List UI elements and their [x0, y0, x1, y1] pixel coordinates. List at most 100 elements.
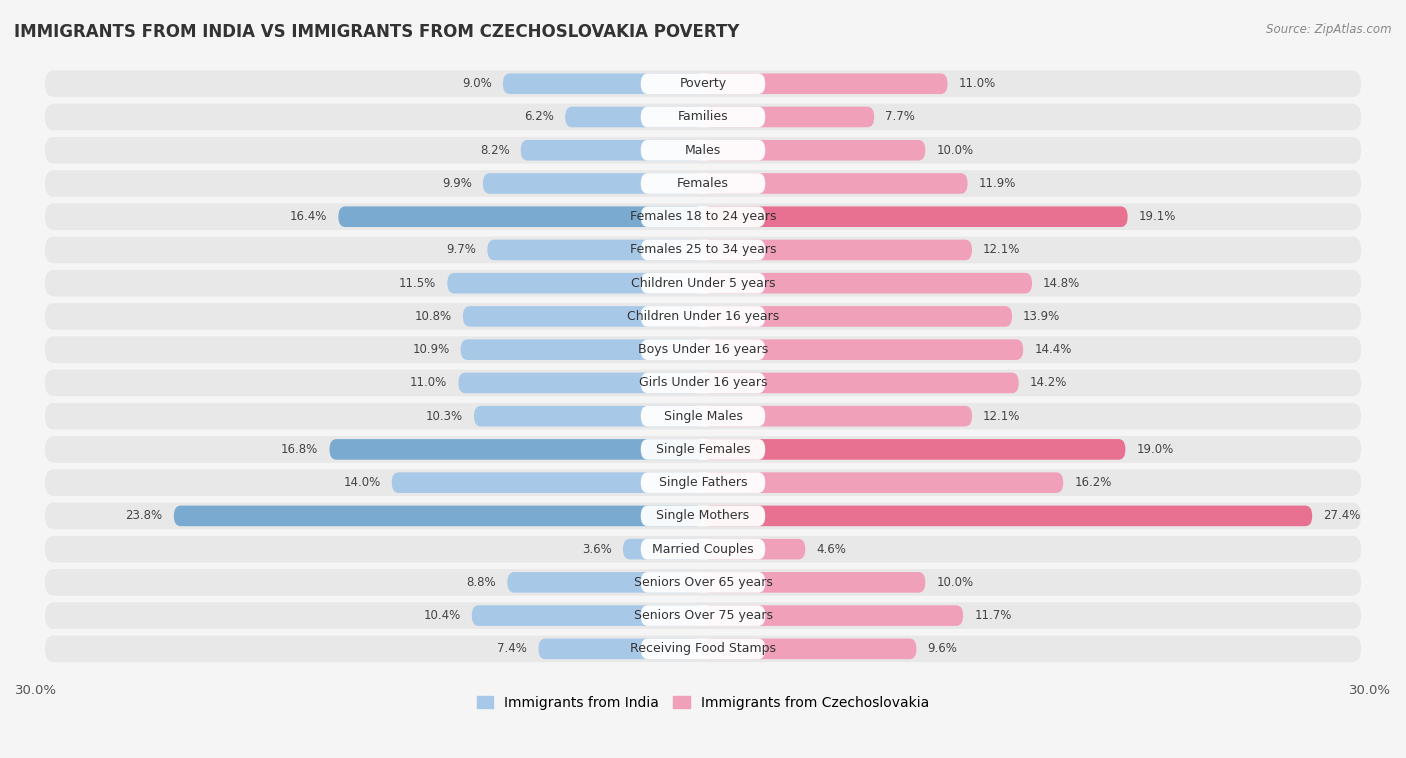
Text: 11.0%: 11.0%: [411, 377, 447, 390]
Text: 9.6%: 9.6%: [928, 642, 957, 656]
FancyBboxPatch shape: [641, 74, 765, 94]
Text: Females 25 to 34 years: Females 25 to 34 years: [630, 243, 776, 256]
FancyBboxPatch shape: [538, 638, 703, 659]
Text: Females: Females: [678, 177, 728, 190]
FancyBboxPatch shape: [45, 603, 1361, 629]
FancyBboxPatch shape: [703, 74, 948, 94]
FancyBboxPatch shape: [520, 140, 703, 161]
Text: 9.7%: 9.7%: [446, 243, 477, 256]
Text: Girls Under 16 years: Girls Under 16 years: [638, 377, 768, 390]
Text: 11.5%: 11.5%: [399, 277, 436, 290]
FancyBboxPatch shape: [641, 206, 765, 227]
FancyBboxPatch shape: [474, 406, 703, 427]
Text: Males: Males: [685, 144, 721, 157]
Text: 13.9%: 13.9%: [1024, 310, 1060, 323]
FancyBboxPatch shape: [45, 436, 1361, 462]
Text: Seniors Over 65 years: Seniors Over 65 years: [634, 576, 772, 589]
FancyBboxPatch shape: [641, 406, 765, 427]
FancyBboxPatch shape: [703, 506, 1312, 526]
FancyBboxPatch shape: [174, 506, 703, 526]
Text: Married Couples: Married Couples: [652, 543, 754, 556]
FancyBboxPatch shape: [45, 137, 1361, 164]
FancyBboxPatch shape: [641, 572, 765, 593]
FancyBboxPatch shape: [45, 337, 1361, 363]
FancyBboxPatch shape: [447, 273, 703, 293]
FancyBboxPatch shape: [472, 606, 703, 626]
FancyBboxPatch shape: [641, 173, 765, 194]
FancyBboxPatch shape: [45, 402, 1361, 430]
Text: Single Fathers: Single Fathers: [659, 476, 747, 489]
FancyBboxPatch shape: [703, 173, 967, 194]
Text: Children Under 5 years: Children Under 5 years: [631, 277, 775, 290]
Text: 8.2%: 8.2%: [479, 144, 509, 157]
Text: 11.7%: 11.7%: [974, 609, 1012, 622]
FancyBboxPatch shape: [703, 406, 972, 427]
Text: 9.0%: 9.0%: [463, 77, 492, 90]
Text: 4.6%: 4.6%: [817, 543, 846, 556]
FancyBboxPatch shape: [641, 306, 765, 327]
FancyBboxPatch shape: [45, 536, 1361, 562]
Text: Single Males: Single Males: [664, 409, 742, 423]
Text: 14.8%: 14.8%: [1043, 277, 1080, 290]
FancyBboxPatch shape: [45, 370, 1361, 396]
FancyBboxPatch shape: [45, 203, 1361, 230]
Text: Children Under 16 years: Children Under 16 years: [627, 310, 779, 323]
FancyBboxPatch shape: [461, 340, 703, 360]
FancyBboxPatch shape: [641, 606, 765, 626]
Text: 7.4%: 7.4%: [498, 642, 527, 656]
Text: 14.2%: 14.2%: [1029, 377, 1067, 390]
FancyBboxPatch shape: [488, 240, 703, 260]
Text: 16.2%: 16.2%: [1074, 476, 1112, 489]
FancyBboxPatch shape: [703, 638, 917, 659]
FancyBboxPatch shape: [703, 439, 1125, 459]
Text: Receiving Food Stamps: Receiving Food Stamps: [630, 642, 776, 656]
Legend: Immigrants from India, Immigrants from Czechoslovakia: Immigrants from India, Immigrants from C…: [471, 690, 935, 715]
FancyBboxPatch shape: [482, 173, 703, 194]
Text: 9.9%: 9.9%: [441, 177, 472, 190]
Text: 11.9%: 11.9%: [979, 177, 1017, 190]
FancyBboxPatch shape: [45, 171, 1361, 197]
FancyBboxPatch shape: [703, 472, 1063, 493]
FancyBboxPatch shape: [329, 439, 703, 459]
Text: 7.7%: 7.7%: [886, 111, 915, 124]
FancyBboxPatch shape: [508, 572, 703, 593]
Text: 10.3%: 10.3%: [426, 409, 463, 423]
Text: 6.2%: 6.2%: [524, 111, 554, 124]
Text: 8.8%: 8.8%: [467, 576, 496, 589]
Text: 19.1%: 19.1%: [1139, 210, 1177, 223]
FancyBboxPatch shape: [703, 340, 1024, 360]
Text: 23.8%: 23.8%: [125, 509, 163, 522]
FancyBboxPatch shape: [45, 469, 1361, 496]
Text: Single Females: Single Females: [655, 443, 751, 456]
FancyBboxPatch shape: [641, 638, 765, 659]
FancyBboxPatch shape: [45, 503, 1361, 529]
FancyBboxPatch shape: [641, 340, 765, 360]
FancyBboxPatch shape: [45, 303, 1361, 330]
FancyBboxPatch shape: [641, 439, 765, 459]
FancyBboxPatch shape: [392, 472, 703, 493]
FancyBboxPatch shape: [45, 635, 1361, 662]
FancyBboxPatch shape: [641, 240, 765, 260]
Text: 11.0%: 11.0%: [959, 77, 995, 90]
FancyBboxPatch shape: [45, 70, 1361, 97]
FancyBboxPatch shape: [45, 270, 1361, 296]
FancyBboxPatch shape: [703, 306, 1012, 327]
Text: IMMIGRANTS FROM INDIA VS IMMIGRANTS FROM CZECHOSLOVAKIA POVERTY: IMMIGRANTS FROM INDIA VS IMMIGRANTS FROM…: [14, 23, 740, 41]
FancyBboxPatch shape: [641, 373, 765, 393]
FancyBboxPatch shape: [45, 236, 1361, 263]
Text: Females 18 to 24 years: Females 18 to 24 years: [630, 210, 776, 223]
Text: Single Mothers: Single Mothers: [657, 509, 749, 522]
FancyBboxPatch shape: [45, 569, 1361, 596]
Text: Poverty: Poverty: [679, 77, 727, 90]
Text: 10.4%: 10.4%: [423, 609, 461, 622]
FancyBboxPatch shape: [503, 74, 703, 94]
FancyBboxPatch shape: [703, 240, 972, 260]
Text: 10.9%: 10.9%: [412, 343, 450, 356]
Text: 16.4%: 16.4%: [290, 210, 328, 223]
FancyBboxPatch shape: [703, 206, 1128, 227]
Text: 10.0%: 10.0%: [936, 576, 973, 589]
FancyBboxPatch shape: [565, 107, 703, 127]
FancyBboxPatch shape: [623, 539, 703, 559]
FancyBboxPatch shape: [45, 104, 1361, 130]
FancyBboxPatch shape: [641, 107, 765, 127]
